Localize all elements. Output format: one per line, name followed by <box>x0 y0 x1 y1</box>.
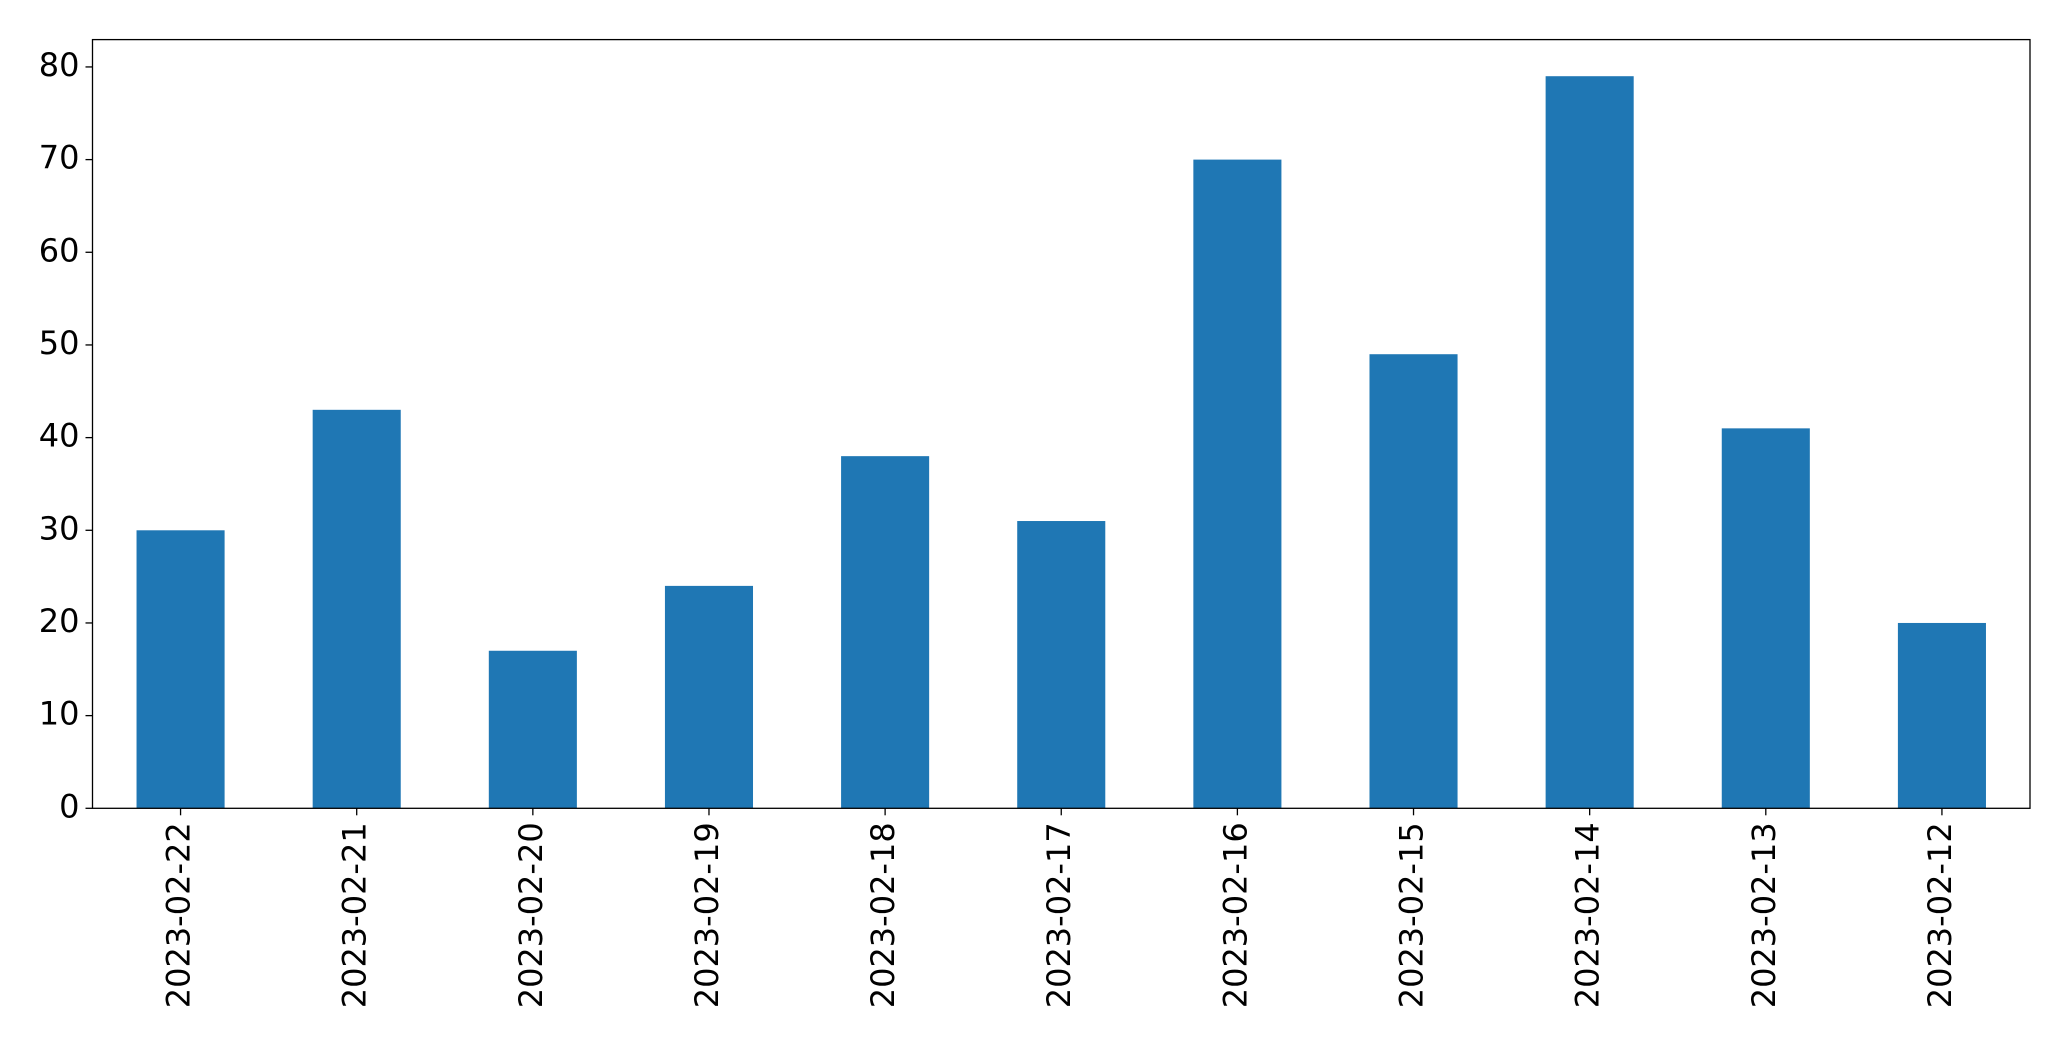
y-tick-label: 40 <box>39 417 80 455</box>
y-tick-label: 70 <box>39 139 80 177</box>
bar <box>312 409 401 809</box>
x-tick-label: 2023-02-16 <box>1216 822 1254 1008</box>
bar <box>1369 354 1458 809</box>
bar <box>1193 159 1282 809</box>
y-tick-label: 80 <box>39 46 80 84</box>
x-tick-label: 2023-02-12 <box>1921 822 1959 1008</box>
bar <box>1721 428 1810 809</box>
x-tick-label: 2023-02-21 <box>336 822 374 1008</box>
bar <box>1897 622 1986 809</box>
bar <box>488 650 577 809</box>
x-tick-label: 2023-02-20 <box>512 822 550 1008</box>
y-tick-label: 10 <box>39 695 80 733</box>
x-tick-label: 2023-02-18 <box>864 822 902 1008</box>
y-tick-label: 20 <box>39 602 80 640</box>
x-tick-label: 2023-02-17 <box>1040 822 1078 1008</box>
y-tick-label: 60 <box>39 231 80 269</box>
y-tick-label: 50 <box>39 324 80 362</box>
x-tick-label: 2023-02-19 <box>688 822 726 1008</box>
x-tick-label: 2023-02-22 <box>160 822 198 1008</box>
x-tick-label: 2023-02-14 <box>1569 822 1607 1008</box>
bar <box>1545 76 1634 809</box>
bar <box>1017 521 1106 809</box>
x-tick-label: 2023-02-15 <box>1393 822 1431 1008</box>
bar <box>136 530 225 809</box>
x-tick-label: 2023-02-13 <box>1745 822 1783 1008</box>
bar <box>664 585 754 809</box>
y-tick-label: 0 <box>59 787 79 825</box>
bar <box>841 456 930 809</box>
y-tick-label: 30 <box>39 509 80 547</box>
plot-frame <box>91 38 2031 809</box>
